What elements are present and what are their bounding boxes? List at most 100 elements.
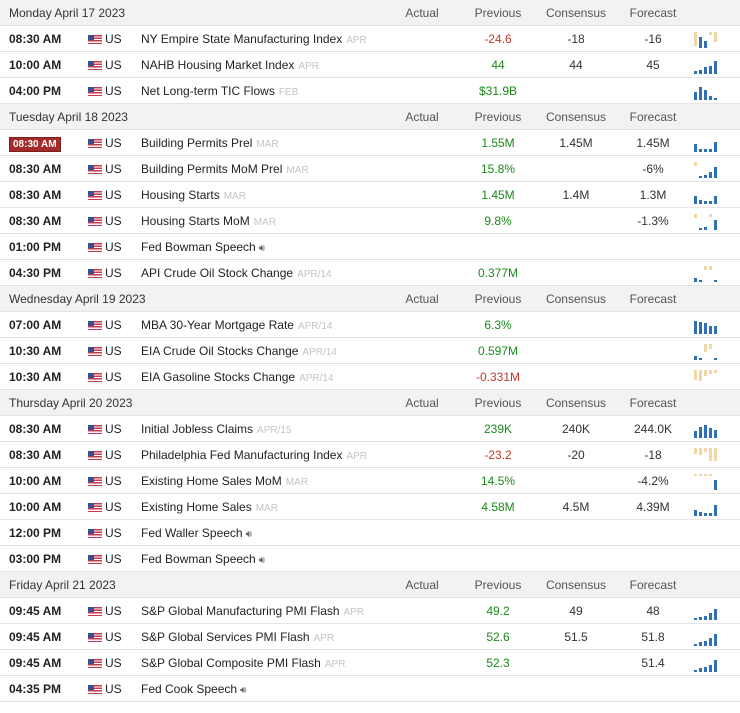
event-period: APR (346, 35, 367, 46)
event-forecast: 51.4 (641, 656, 665, 670)
event-name-cell[interactable]: NY Empire State Manufacturing Index APR (141, 26, 367, 52)
history-sparkline[interactable] (694, 628, 718, 646)
event-time: 08:30 AM (9, 422, 62, 436)
event-row[interactable]: 10:30 AM US EIA Crude Oil Stocks Change APR… (0, 338, 740, 364)
sparkline-bar (709, 370, 712, 374)
event-name-cell[interactable]: S&P Global Manufacturing PMI Flash APR (141, 598, 364, 624)
history-sparkline[interactable] (694, 420, 718, 438)
event-name-cell[interactable]: Existing Home Sales MoM MAR (141, 468, 308, 494)
event-row[interactable]: 04:00 PM US Net Long-term TIC Flows FEB $31.… (0, 78, 740, 104)
history-sparkline[interactable] (694, 472, 718, 490)
event-name-cell[interactable]: Housing Starts MAR (141, 182, 246, 208)
event-row[interactable]: 04:35 PM US Fed Cook Speech 🔊︎ (0, 676, 740, 702)
event-name-link[interactable]: NY Empire State Manufacturing Index (141, 32, 343, 46)
event-actual (394, 624, 450, 650)
event-name-link[interactable]: S&P Global Services PMI Flash (141, 630, 310, 644)
event-name-link[interactable]: Net Long-term TIC Flows (141, 84, 275, 98)
sparkline-bar (694, 431, 697, 438)
flag-stripes (88, 139, 102, 148)
sparkline-bar (709, 96, 712, 100)
event-row[interactable]: 10:00 AM US NAHB Housing Market Index APR 44… (0, 52, 740, 78)
event-row[interactable]: 07:00 AM US MBA 30-Year Mortgage Rate APR/1… (0, 312, 740, 338)
event-row[interactable]: 09:45 AM US S&P Global Services PMI Flash A… (0, 624, 740, 650)
event-name-link[interactable]: Fed Waller Speech (141, 526, 243, 540)
history-sparkline[interactable] (694, 82, 718, 100)
event-row[interactable]: 08:30 AM US Housing Starts MoM MAR 9.8% -1.3% (0, 208, 740, 234)
history-sparkline[interactable] (694, 56, 718, 74)
event-name-link[interactable]: EIA Crude Oil Stocks Change (141, 344, 299, 358)
event-name-cell[interactable]: Net Long-term TIC Flows FEB (141, 78, 298, 104)
event-name-link[interactable]: Housing Starts MoM (141, 214, 250, 228)
event-name-cell[interactable]: Fed Bowman Speech 🔊︎ (141, 546, 265, 572)
history-sparkline[interactable] (694, 342, 718, 360)
event-name-cell[interactable]: Fed Bowman Speech 🔊︎ (141, 234, 265, 260)
event-name-cell[interactable]: Fed Cook Speech 🔊︎ (141, 676, 246, 702)
history-sparkline[interactable] (694, 498, 718, 516)
event-row[interactable]: 03:00 PM US Fed Bowman Speech 🔊︎ (0, 546, 740, 572)
history-sparkline[interactable] (694, 134, 718, 152)
event-previous: 4.58M (481, 500, 515, 514)
history-sparkline[interactable] (694, 160, 718, 178)
event-row[interactable]: 09:45 AM US S&P Global Manufacturing PMI F… (0, 598, 740, 624)
event-name-cell[interactable]: Building Permits MoM Prel MAR (141, 156, 309, 182)
history-sparkline[interactable] (694, 186, 718, 204)
event-name-cell[interactable]: EIA Crude Oil Stocks Change APR/14 (141, 338, 337, 364)
event-name-link[interactable]: EIA Gasoline Stocks Change (141, 370, 296, 384)
event-row[interactable]: 12:00 PM US Fed Waller Speech 🔊︎ (0, 520, 740, 546)
event-name-cell[interactable]: S&P Global Services PMI Flash APR (141, 624, 334, 650)
event-name-cell[interactable]: S&P Global Composite PMI Flash APR (141, 650, 345, 676)
country-flag (88, 191, 102, 200)
event-name-link[interactable]: Initial Jobless Claims (141, 422, 254, 436)
history-sparkline[interactable] (694, 368, 718, 386)
event-name-link[interactable]: Building Permits Prel (141, 136, 253, 150)
event-row[interactable]: 04:30 PM US API Crude Oil Stock Change APR/… (0, 260, 740, 286)
event-row[interactable]: 08:30 AM US Housing Starts MAR 1.45M 1.4M 1.3M (0, 182, 740, 208)
history-sparkline[interactable] (694, 30, 718, 48)
history-sparkline[interactable] (694, 212, 718, 230)
event-row[interactable]: 09:45 AM US S&P Global Composite PMI Flash… (0, 650, 740, 676)
event-name-link[interactable]: Fed Bowman Speech (141, 240, 256, 254)
event-row[interactable]: 08:30 AM US NY Empire State Manufacturing … (0, 26, 740, 52)
event-name-cell[interactable]: Building Permits Prel MAR (141, 130, 279, 156)
event-name-cell[interactable]: NAHB Housing Market Index APR (141, 52, 319, 78)
event-name-cell[interactable]: MBA 30-Year Mortgage Rate APR/14 (141, 312, 332, 338)
event-name-link[interactable]: Fed Bowman Speech (141, 552, 256, 566)
event-name-link[interactable]: Housing Starts (141, 188, 220, 202)
event-name-cell[interactable]: API Crude Oil Stock Change APR/14 (141, 260, 332, 286)
event-name-link[interactable]: Philadelphia Fed Manufacturing Index (141, 448, 343, 462)
us-flag-icon (88, 321, 102, 330)
event-row[interactable]: 08:30 AM US Building Permits MoM Prel MAR 15… (0, 156, 740, 182)
history-sparkline[interactable] (694, 602, 718, 620)
event-name-cell[interactable]: Housing Starts MoM MAR (141, 208, 276, 234)
event-name-link[interactable]: Fed Cook Speech (141, 682, 238, 696)
history-sparkline[interactable] (694, 264, 718, 282)
event-name-link[interactable]: S&P Global Composite PMI Flash (141, 656, 321, 670)
event-row[interactable]: 01:00 PM US Fed Bowman Speech 🔊︎ (0, 234, 740, 260)
history-sparkline[interactable] (694, 654, 718, 672)
event-row[interactable]: 08:30 AM US Philadelphia Fed Manufacturing… (0, 442, 740, 468)
event-name-cell[interactable]: Fed Waller Speech 🔊︎ (141, 520, 252, 546)
event-name-link[interactable]: NAHB Housing Market Index (141, 58, 295, 72)
sparkline-bar (694, 92, 697, 100)
event-forecast (616, 546, 690, 572)
event-name-cell[interactable]: Philadelphia Fed Manufacturing Index APR (141, 442, 367, 468)
event-row[interactable]: 10:30 AM US EIA Gasoline Stocks Change APR/… (0, 364, 740, 390)
event-row[interactable]: 10:00 AM US Existing Home Sales MoM MAR 14.5… (0, 468, 740, 494)
us-flag-icon (88, 607, 102, 616)
event-name-link[interactable]: MBA 30-Year Mortgage Rate (141, 318, 294, 332)
event-row[interactable]: 08:30 AM US Initial Jobless Claims APR/15 23… (0, 416, 740, 442)
history-sparkline[interactable] (694, 316, 718, 334)
event-name-link[interactable]: Existing Home Sales (141, 500, 252, 514)
event-name-cell[interactable]: Initial Jobless Claims APR/15 (141, 416, 292, 442)
event-name-link[interactable]: API Crude Oil Stock Change (141, 266, 294, 280)
history-sparkline[interactable] (694, 446, 718, 464)
event-name-link[interactable]: Existing Home Sales MoM (141, 474, 282, 488)
event-name-cell[interactable]: EIA Gasoline Stocks Change APR/14 (141, 364, 334, 390)
event-name-link[interactable]: Building Permits MoM Prel (141, 162, 283, 176)
event-name-cell[interactable]: Existing Home Sales MAR (141, 494, 278, 520)
event-row[interactable]: 10:00 AM US Existing Home Sales MAR 4.58M 4.5… (0, 494, 740, 520)
event-country: US (105, 162, 122, 176)
event-row[interactable]: 08:30 AM US Building Permits Prel MAR 1.55M 1… (0, 130, 740, 156)
event-name-link[interactable]: S&P Global Manufacturing PMI Flash (141, 604, 340, 618)
sparkline-bar (694, 71, 697, 74)
